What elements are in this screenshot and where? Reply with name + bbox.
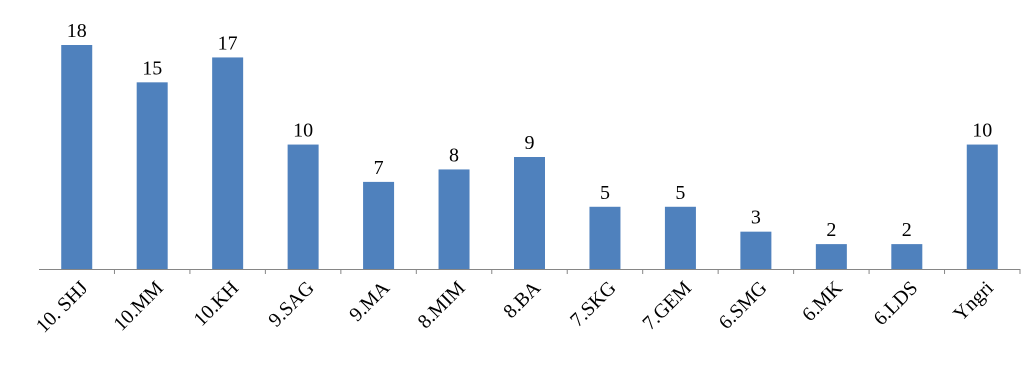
value-label-8-mim: 8 — [449, 144, 459, 166]
value-label-6-mk: 2 — [826, 219, 836, 241]
value-label-7-skg: 5 — [600, 182, 610, 204]
bar-7-skg — [589, 206, 621, 269]
x-tick-label-7-gem: 7.GEM — [638, 277, 696, 335]
value-label-6-lds: 2 — [902, 219, 912, 241]
value-label-10-kh: 17 — [218, 32, 238, 54]
value-label-9-ma: 7 — [374, 157, 384, 179]
bars-layer — [61, 45, 998, 269]
bar-7-gem — [664, 206, 696, 269]
value-label-10-mm: 15 — [142, 57, 162, 79]
bar-10-shj — [61, 45, 93, 269]
x-tick-labels: 10. SHJ 10.MM 10.KH 9.SAG 9.MA 8.MIM 8.BA 7.SKG… — [32, 277, 998, 338]
x-tick-label-9-ma: 9.MA — [345, 277, 394, 326]
x-tick-label-9-sag: 9.SAG — [264, 277, 318, 331]
x-ticks-layer — [113, 269, 1021, 274]
x-tick-label-8-ba: 8.BA — [499, 277, 545, 323]
bar-8-ba — [514, 157, 545, 269]
bar-9-sag — [287, 144, 319, 269]
bar-10-kh — [212, 57, 244, 269]
value-labels-layer: 18 15 17 10 7 8 9 5 5 3 2 2 10 — [67, 20, 993, 241]
bar-9-ma — [363, 181, 395, 269]
value-label-yngri: 10 — [972, 120, 992, 142]
bar-6-mk — [815, 244, 847, 269]
x-tick-label-8-mim: 8.MIM — [414, 277, 470, 333]
x-tick-label-6-smg: 6.SMG — [715, 277, 772, 334]
value-label-10-shj: 18 — [67, 20, 87, 42]
bar-yngri — [966, 144, 998, 269]
bar-10-mm — [136, 82, 168, 269]
value-label-9-sag: 10 — [293, 120, 313, 142]
x-tick-label-10-kh: 10.KH — [190, 277, 244, 331]
bar-6-smg — [740, 231, 772, 269]
x-tick-label-6-mk: 6.MK — [798, 277, 847, 326]
x-tick-label-10-mm: 10.MM — [109, 277, 168, 336]
bar-6-lds — [891, 244, 923, 269]
x-tick-label-yngri: Yngri — [949, 277, 998, 326]
x-tick-label-7-skg: 7.SKG — [566, 277, 620, 331]
value-label-6-smg: 3 — [751, 207, 761, 229]
x-tick-label-10-shj: 10. SHJ — [32, 277, 93, 338]
value-label-8-ba: 9 — [525, 132, 535, 154]
x-tick-label-6-lds: 6.LDS — [869, 277, 922, 330]
bar-8-mim — [438, 169, 470, 269]
value-label-7-gem: 5 — [675, 182, 685, 204]
